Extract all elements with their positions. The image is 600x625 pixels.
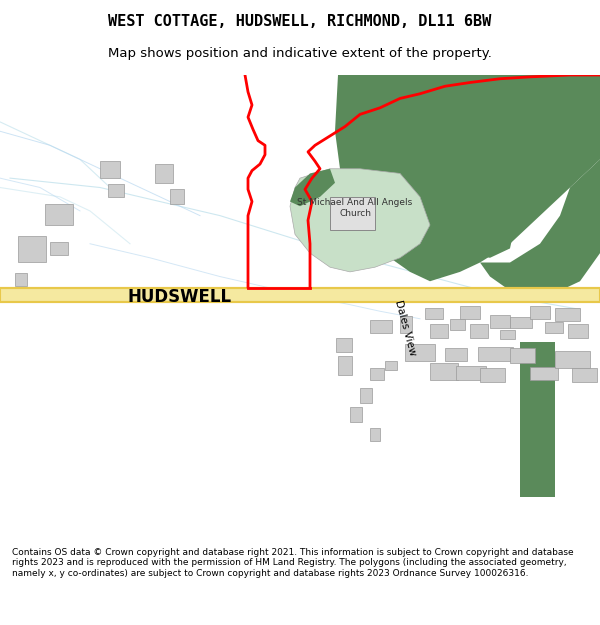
Bar — [456, 366, 486, 379]
Bar — [445, 348, 467, 361]
Bar — [510, 348, 535, 362]
Polygon shape — [290, 169, 335, 206]
Bar — [50, 242, 68, 255]
Bar — [425, 308, 443, 319]
Bar — [572, 368, 597, 381]
Bar — [385, 361, 397, 370]
Bar — [470, 324, 488, 338]
Text: WEST COTTAGE, HUDSWELL, RICHMOND, DL11 6BW: WEST COTTAGE, HUDSWELL, RICHMOND, DL11 6… — [109, 14, 491, 29]
Bar — [18, 236, 46, 262]
Bar — [155, 164, 173, 182]
Bar — [350, 407, 362, 422]
Bar — [370, 368, 384, 379]
Bar — [170, 189, 184, 204]
Text: St Michael And All Angels
Church: St Michael And All Angels Church — [298, 198, 413, 218]
Bar — [510, 317, 532, 328]
Bar — [100, 161, 120, 178]
Bar — [450, 319, 465, 330]
Bar — [430, 324, 448, 338]
Text: Contains OS data © Crown copyright and database right 2021. This information is : Contains OS data © Crown copyright and d… — [12, 548, 574, 578]
Bar — [400, 316, 412, 332]
Polygon shape — [290, 169, 430, 272]
Bar — [545, 321, 563, 332]
Bar — [108, 184, 124, 197]
Bar — [370, 428, 380, 441]
Bar — [555, 308, 580, 321]
Bar — [360, 388, 372, 403]
Bar — [568, 324, 588, 338]
Bar — [45, 204, 73, 225]
Bar — [460, 306, 480, 319]
Text: HUDSWELL: HUDSWELL — [128, 288, 232, 306]
Bar — [430, 362, 458, 379]
Bar — [480, 368, 505, 381]
Text: Map shows position and indicative extent of the property.: Map shows position and indicative extent… — [108, 48, 492, 61]
Bar — [370, 319, 392, 332]
Bar — [338, 356, 352, 375]
Polygon shape — [480, 159, 600, 295]
Polygon shape — [0, 288, 600, 302]
Bar — [15, 272, 27, 286]
Bar — [530, 366, 558, 379]
Polygon shape — [335, 75, 600, 281]
Bar — [500, 330, 515, 339]
Polygon shape — [445, 201, 515, 258]
Bar — [490, 315, 510, 328]
Bar — [405, 344, 435, 361]
Bar — [555, 351, 590, 368]
Bar — [330, 197, 375, 229]
Bar — [520, 342, 555, 497]
Bar — [478, 347, 513, 361]
Bar — [530, 306, 550, 319]
Bar — [336, 339, 352, 351]
Text: Dales View: Dales View — [393, 299, 417, 357]
